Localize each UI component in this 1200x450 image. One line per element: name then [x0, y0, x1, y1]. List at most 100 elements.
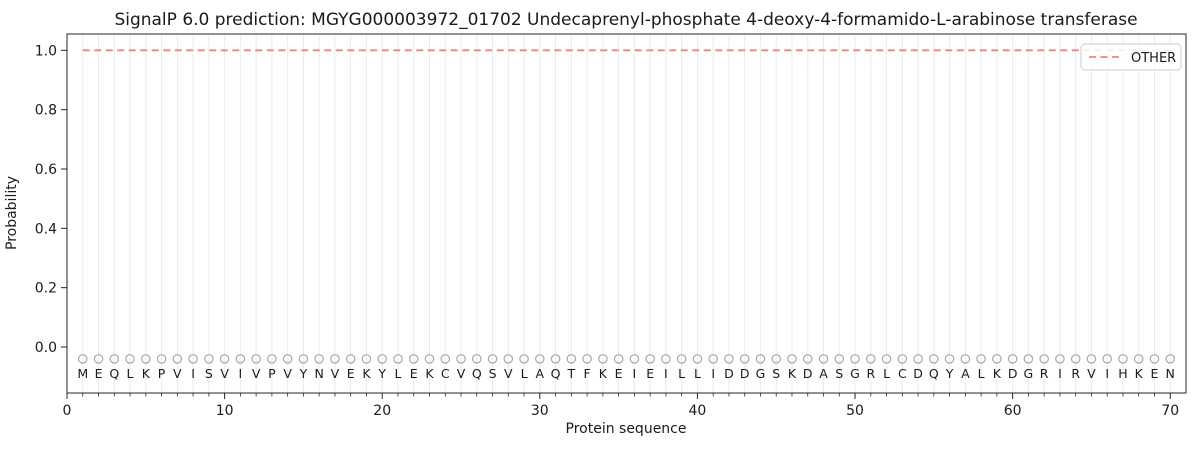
residue-marker: [172, 354, 183, 364]
residue-marker: [519, 354, 529, 364]
residue-marker: [629, 354, 640, 364]
sequence-letter: D: [803, 366, 813, 381]
sequence-letter: G: [850, 366, 860, 381]
sequence-letter: L: [678, 366, 685, 381]
legend-label-other: OTHER: [1131, 51, 1176, 66]
residue-marker: [1007, 354, 1018, 364]
sequence-letter: R: [1040, 366, 1049, 381]
residue-marker: [645, 354, 655, 364]
sequence-letter: E: [347, 366, 355, 381]
residue-marker: [1039, 354, 1049, 364]
y-tick-label: 0.6: [35, 162, 57, 178]
residue-marker: [676, 354, 687, 364]
residue-marker: [739, 354, 750, 364]
residue-marker: [613, 354, 624, 364]
sequence-letter: V: [252, 366, 261, 381]
y-tick-label: 0.2: [35, 281, 57, 297]
residue-marker: [1070, 354, 1081, 364]
x-tick-label: 30: [531, 403, 549, 419]
residue-marker: [1023, 354, 1034, 364]
sequence-letter: M: [77, 366, 88, 381]
sequence-letter: S: [835, 366, 843, 381]
residue-marker: [267, 354, 277, 364]
sequence-letter: K: [788, 366, 797, 381]
residue-marker: [125, 354, 135, 364]
residue-marker: [1149, 354, 1160, 364]
sequence-letter: E: [1151, 366, 1159, 381]
residue-marker: [881, 354, 892, 364]
sequence-letter: P: [158, 366, 166, 381]
x-axis-label: Protein sequence: [566, 421, 687, 437]
legend: OTHER: [1080, 43, 1182, 71]
residue-marker: [361, 354, 372, 364]
sequence-letter: K: [599, 366, 608, 381]
sequence-letter: Q: [472, 366, 482, 381]
sequence-letter: Q: [929, 366, 939, 381]
sequence-letter: V: [283, 366, 292, 381]
sequence-letter: G: [1024, 366, 1034, 381]
sequence-letter: C: [441, 366, 450, 381]
sequence-letter: L: [694, 366, 701, 381]
sequence-letter: P: [268, 366, 276, 381]
residue-marker: [93, 354, 104, 364]
sequence-letter: L: [127, 366, 134, 381]
residue-marker: [913, 354, 923, 364]
sequence-letter: S: [205, 366, 213, 381]
sequence-letter: A: [536, 366, 545, 381]
sequence-letter: F: [583, 366, 590, 381]
residue-marker: [408, 354, 419, 364]
residue-marker: [109, 354, 120, 364]
residue-marker: [156, 354, 167, 364]
sequence-letter: I: [1105, 366, 1109, 381]
sequence-letter: K: [142, 366, 151, 381]
sequence-letter: E: [410, 366, 418, 381]
sequence-letter: R: [866, 366, 875, 381]
residue-marker: [802, 354, 813, 364]
plot-border: [66, 33, 1187, 394]
sequence-letter: V: [504, 366, 513, 381]
sequence-letter: K: [993, 366, 1002, 381]
sequence-letter: L: [883, 366, 890, 381]
legend-box: [1080, 43, 1182, 71]
sequence-letter: I: [239, 366, 243, 381]
residue-marker: [503, 354, 514, 364]
sequence-letter: V: [173, 366, 182, 381]
sequence-letter: I: [711, 366, 715, 381]
sequence-letter: R: [1071, 366, 1080, 381]
residue-marker: [141, 354, 151, 364]
residue-marker: [440, 354, 451, 364]
residue-marker: [787, 354, 797, 364]
residue-marker: [1118, 354, 1128, 364]
sequence-letter: K: [1135, 366, 1144, 381]
residue-marker: [850, 354, 860, 364]
residue-marker: [393, 354, 403, 364]
residue-marker: [282, 354, 293, 364]
residue-marker: [724, 354, 734, 364]
sequence-letter: A: [819, 366, 828, 381]
residue-marker: [897, 354, 908, 364]
sequence-letter: T: [567, 366, 576, 381]
y-tick-label: 0.4: [35, 221, 57, 237]
x-tick-label: 60: [1004, 403, 1022, 419]
residue-marker: [582, 354, 592, 364]
x-tick-label: 0: [63, 403, 72, 419]
residue-marker: [188, 354, 198, 364]
sequence-letter: K: [362, 366, 371, 381]
residue-marker: [992, 354, 1002, 364]
residue-marker: [755, 354, 766, 364]
axis-layer: 0 10 20 30 40 50 60 70 0.0 0.2 0.4 0.6 0.8 1.0: [35, 43, 1179, 419]
sequence-letter: I: [664, 366, 668, 381]
sequence-letter: D: [1008, 366, 1018, 381]
x-tick-label: 50: [846, 403, 864, 419]
sequence-letter: V: [457, 366, 466, 381]
sequence-letter: L: [521, 366, 528, 381]
sequence-letter: I: [191, 366, 195, 381]
x-tick-label: 10: [216, 403, 234, 419]
residue-marker: [377, 354, 388, 364]
sequence-letter: V: [331, 366, 340, 381]
residue-marker: [1165, 354, 1176, 364]
sequence-letter: N: [1166, 366, 1175, 381]
residue-marker: [487, 354, 498, 364]
